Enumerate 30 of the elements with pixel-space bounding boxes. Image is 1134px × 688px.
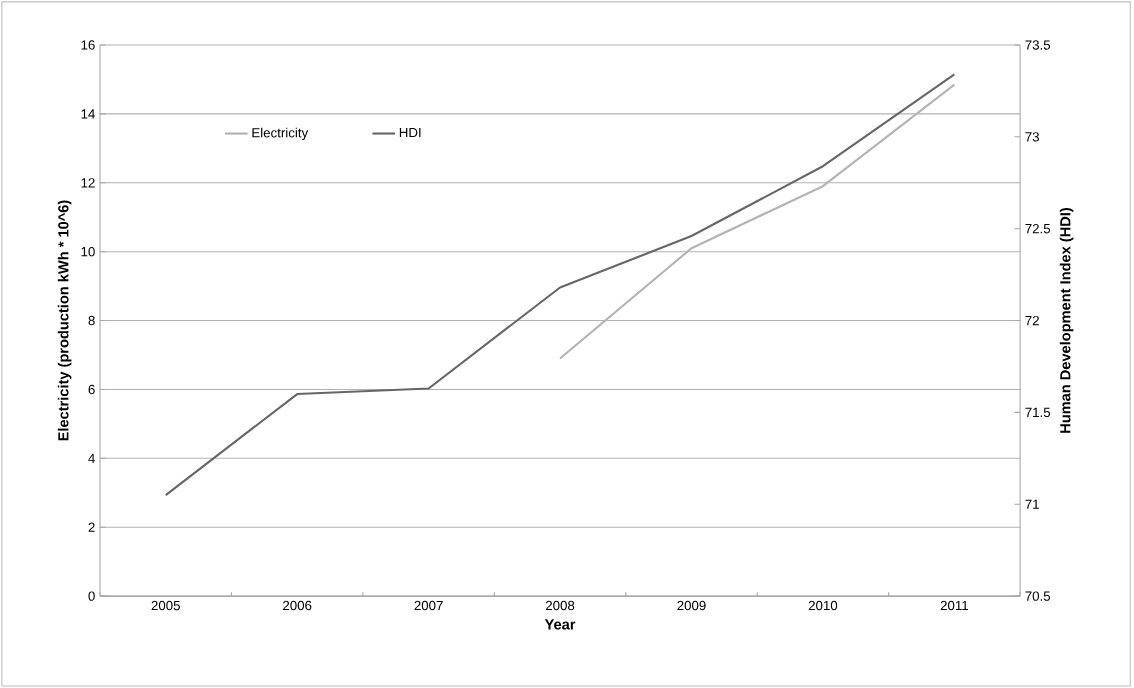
y-tick-label: 14 — [81, 109, 95, 119]
legend-label: HDI — [399, 127, 421, 138]
x-axis-title: Year — [544, 619, 576, 630]
x-tick-label: 2006 — [283, 600, 312, 611]
y2-tick-label: 71 — [1025, 499, 1039, 509]
y-tick-label: 12 — [81, 178, 95, 188]
y2-tick-label: 73 — [1025, 132, 1039, 142]
y2-tick-label: 73.5 — [1025, 40, 1051, 50]
y-tick-label: 10 — [81, 246, 95, 257]
y2-axis-title: Human Development Index (HDI) — [1059, 208, 1074, 433]
x-tick-label: 2005 — [151, 600, 180, 611]
line-series — [164, 73, 956, 497]
x-tick-label: 2007 — [414, 600, 443, 611]
y-tick-label: 2 — [88, 522, 95, 532]
line-series — [558, 83, 956, 360]
x-tick-label: 2009 — [677, 600, 706, 611]
y-tick-label: 4 — [88, 453, 95, 463]
y-tick-label: 0 — [88, 591, 95, 601]
legend-label: Electricity — [252, 127, 309, 141]
y-axis-title: Electricity (production kWh * 10^6) — [57, 200, 72, 441]
x-tick-label: 2011 — [940, 600, 968, 611]
y2-tick-label: 70.5 — [1025, 591, 1051, 601]
y2-tick-label: 71.5 — [1025, 407, 1051, 418]
x-tick-label: 2008 — [545, 600, 575, 611]
y2-tick-label: 72 — [1025, 315, 1039, 326]
x-tick-label: 2010 — [808, 600, 838, 611]
y2-tick-label: 72.5 — [1025, 224, 1051, 234]
y-tick-label: 6 — [88, 384, 95, 395]
y-tick-label: 16 — [81, 40, 95, 50]
y-tick-label: 8 — [88, 315, 95, 326]
